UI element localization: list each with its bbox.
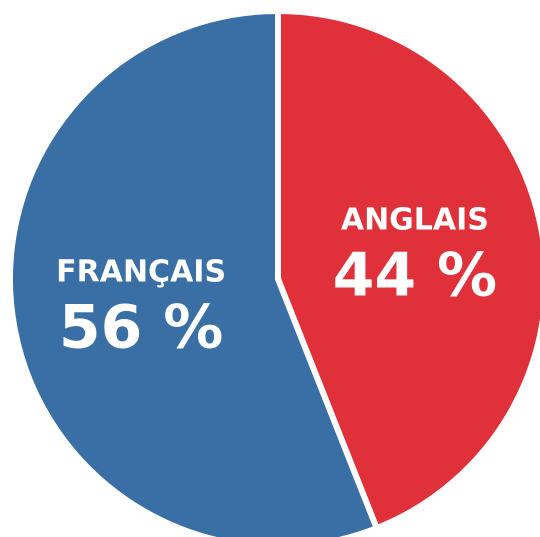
slice-value-label: 56 % xyxy=(59,293,224,363)
pie-slice xyxy=(275,8,540,532)
slice-category-label: ANGLAIS xyxy=(341,202,489,237)
slice-category-label: FRANÇAIS xyxy=(56,255,226,290)
slice-value-label: 44 % xyxy=(333,240,498,310)
pie-slice xyxy=(7,8,380,537)
